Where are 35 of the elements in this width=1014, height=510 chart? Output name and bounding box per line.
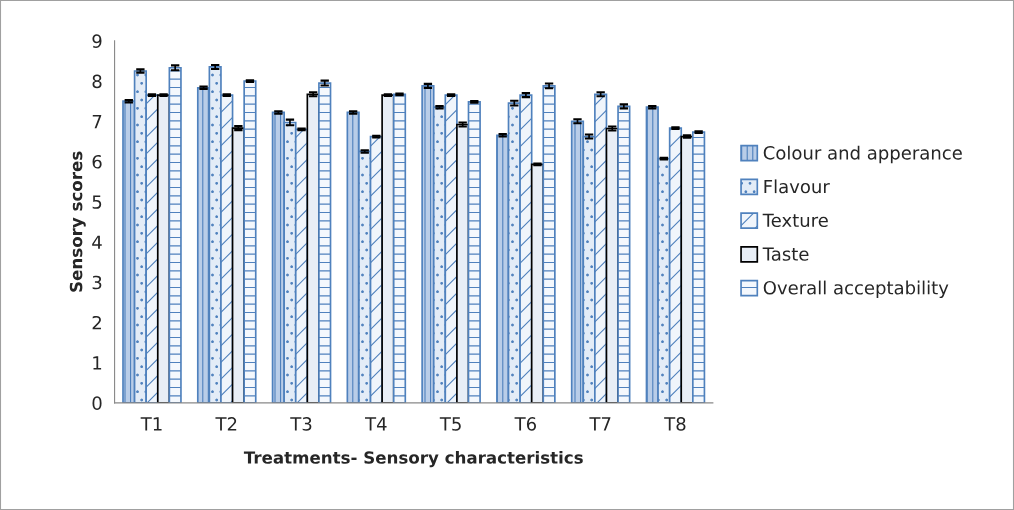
bar xyxy=(542,85,556,403)
x-tick-label: T3 xyxy=(290,417,312,431)
legend-label: Colour and apperance xyxy=(763,145,962,164)
legend-label: Flavour xyxy=(764,179,830,194)
y-tick-label: 6 xyxy=(92,154,102,169)
legend-label: Texture xyxy=(762,213,828,228)
x-tick-label: T8 xyxy=(664,417,686,431)
x-tick-label: T6 xyxy=(514,417,537,431)
legend-label: Taste xyxy=(762,247,809,261)
y-tick-label: 5 xyxy=(92,195,102,209)
x-axis-title: Treatments- Sensory characteristics xyxy=(243,450,583,468)
bar xyxy=(243,80,257,403)
y-axis-title: Sensory scores xyxy=(69,151,86,292)
y-tick-label: 3 xyxy=(92,275,102,290)
bar xyxy=(456,123,470,403)
bar xyxy=(467,101,481,403)
x-tick-label: T4 xyxy=(365,417,387,431)
y-tick-label: 4 xyxy=(92,235,102,249)
legend-label: Overall acceptability xyxy=(763,280,949,299)
x-tick-label: T2 xyxy=(215,417,237,431)
x-tick-label: T7 xyxy=(589,417,611,431)
x-tick-label: T5 xyxy=(439,417,461,431)
bar xyxy=(680,135,694,403)
bar xyxy=(692,131,706,403)
x-tick-label: T1 xyxy=(140,417,162,431)
y-tick-label: 7 xyxy=(92,114,102,129)
y-tick-label: 2 xyxy=(92,315,101,330)
bar xyxy=(168,66,182,403)
y-tick-label: 1 xyxy=(93,356,102,370)
y-tick-label: 8 xyxy=(92,74,102,89)
bar xyxy=(617,105,631,403)
bar xyxy=(392,93,407,403)
y-tick-label: 9 xyxy=(92,34,102,48)
bar xyxy=(318,82,332,403)
y-tick-label: 0 xyxy=(92,396,102,411)
